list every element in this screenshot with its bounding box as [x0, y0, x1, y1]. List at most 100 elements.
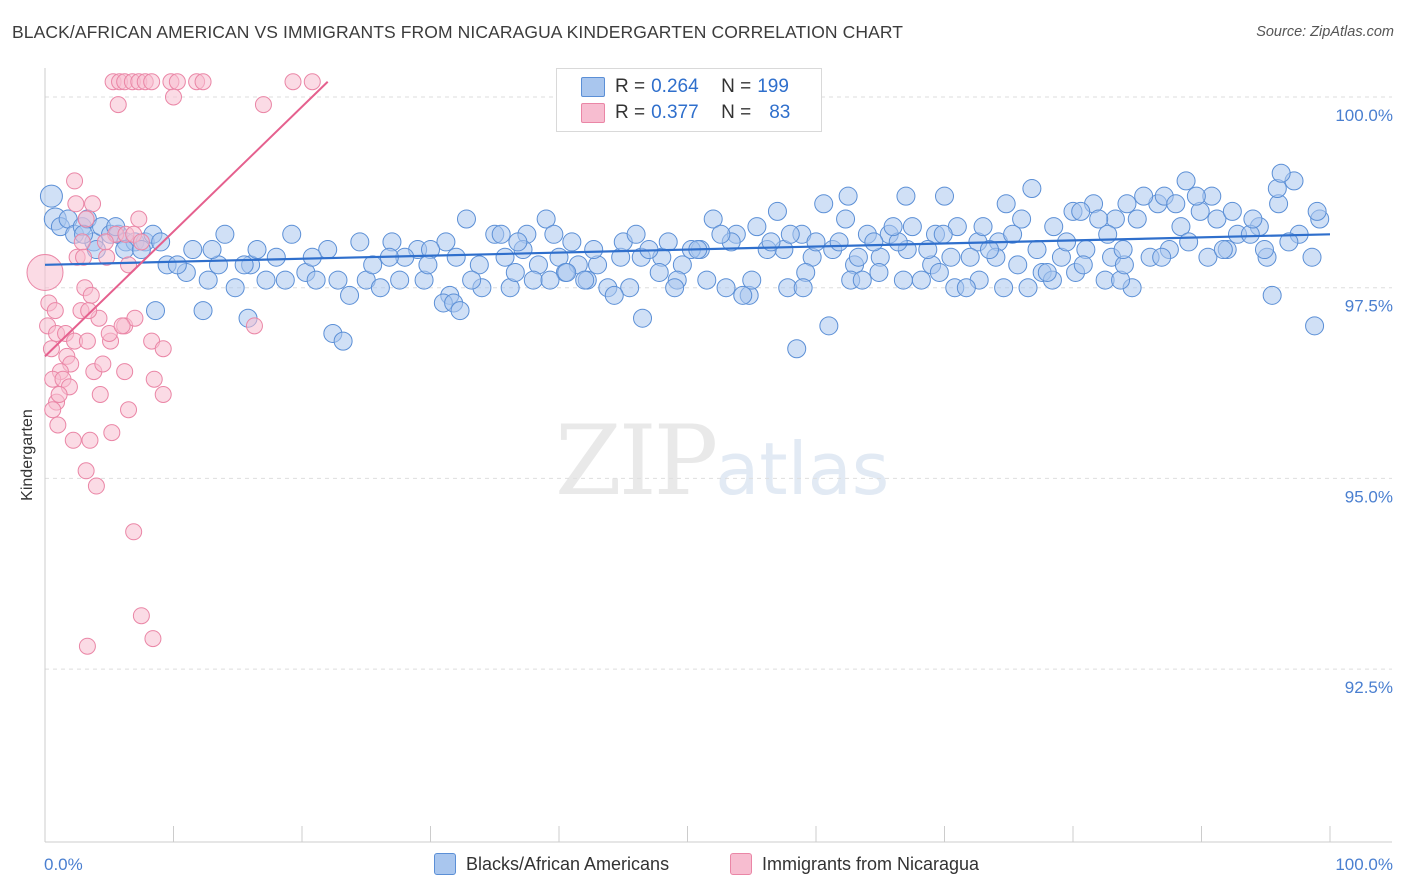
data-point-blacks [508, 232, 528, 252]
data-point-blacks [869, 262, 889, 282]
data-point-blacks [1134, 186, 1154, 206]
data-point-blacks [540, 270, 560, 290]
data-point-blacks [665, 278, 685, 298]
legend-r-label: R = [615, 76, 646, 97]
data-point-nicaragua [50, 385, 68, 403]
data-point-blacks [996, 194, 1016, 214]
data-point-nicaragua [49, 416, 67, 434]
data-point-blacks [697, 270, 717, 290]
data-point-nicaragua [73, 233, 91, 251]
data-point-blacks [146, 301, 166, 321]
data-point-blacks [1307, 201, 1327, 221]
legend-row-blacks: R = 0.264 N = 199 [581, 75, 789, 99]
legend-r-value: 0.377 [651, 102, 699, 123]
data-point-blacks [893, 270, 913, 290]
data-point-blacks [1166, 194, 1186, 214]
data-point-blacks [829, 232, 849, 252]
data-point-blacks [328, 270, 348, 290]
data-point-blacks [935, 186, 954, 206]
data-point-blacks [302, 247, 322, 267]
data-point-blacks [620, 278, 640, 298]
y-tick-label: 95.0% [1345, 487, 1393, 506]
data-point-blacks [183, 240, 203, 260]
data-point-blacks [1198, 247, 1218, 267]
data-point-blacks [202, 240, 222, 260]
data-point-blacks [584, 240, 604, 260]
data-point-nicaragua [132, 233, 150, 251]
data-point-blacks [215, 224, 235, 244]
data-point-nicaragua [194, 73, 212, 91]
data-point-blacks [1073, 255, 1093, 275]
x-tick-label: 0.0% [44, 855, 83, 874]
bottom-legend-label: Blacks/African Americans [466, 853, 670, 874]
x-tick-label: 100.0% [1335, 855, 1393, 874]
data-point-blacks [1044, 217, 1064, 237]
data-point-blacks [370, 278, 390, 298]
data-point-blacks [852, 270, 872, 290]
data-point-nicaragua [98, 248, 116, 266]
data-point-blacks [151, 232, 171, 252]
axis-labels: 100.0% 97.5% 95.0% 92.5% 0.0% 100.0% [44, 106, 1393, 874]
y-axis-label: Kindergarten [19, 409, 36, 501]
data-point-nicaragua [125, 523, 143, 541]
data-point-nicaragua [145, 370, 163, 388]
data-point-blacks [649, 262, 669, 282]
data-point-blacks [390, 270, 410, 290]
data-point-blacks [1279, 232, 1299, 252]
legend-n-value: 83 [769, 102, 791, 123]
trend-lines [44, 81, 1331, 358]
data-point-blacks [1222, 201, 1242, 221]
data-point-nicaragua [77, 462, 95, 480]
legend-r-value: 0.264 [651, 76, 699, 97]
legend-n-label: N = [721, 102, 752, 123]
data-point-blacks [39, 184, 63, 208]
data-point-blacks [306, 270, 326, 290]
data-point-nicaragua [116, 363, 134, 381]
bottom-legend-swatch-blue [434, 853, 456, 875]
y-tick-label: 92.5% [1345, 678, 1393, 697]
data-point-nicaragua [245, 317, 263, 335]
data-point-nicaragua [284, 73, 302, 91]
data-point-nicaragua [143, 73, 161, 91]
data-point-blacks [418, 255, 438, 275]
data-point-blacks [793, 278, 813, 298]
data-point-blacks [575, 270, 595, 290]
data-point-blacks [505, 262, 525, 282]
data-point-blacks [716, 278, 736, 298]
data-point-blacks [1271, 163, 1291, 183]
data-point-blacks [604, 285, 624, 305]
legend-swatch-pink [581, 103, 605, 123]
data-point-blacks [658, 232, 678, 252]
data-point-nicaragua [144, 630, 162, 648]
data-point-blacks [780, 224, 800, 244]
data-point-blacks [994, 278, 1014, 298]
data-point-blacks [1186, 186, 1206, 206]
data-point-nicaragua [78, 637, 96, 655]
data-point-blacks [491, 224, 511, 244]
data-point-blacks [767, 201, 787, 221]
data-point-blacks [1171, 217, 1191, 237]
data-point-blacks [1127, 209, 1147, 229]
data-point-nicaragua [77, 210, 95, 228]
bottom-legend-label: Immigrants from Nicaragua [762, 853, 980, 874]
watermark: ZIPatlas [555, 405, 889, 517]
watermark-zip: ZIP [555, 405, 718, 517]
data-point-blacks [1018, 278, 1038, 298]
data-point-blacks [633, 308, 653, 328]
data-point-nicaragua [44, 401, 62, 419]
data-point-blacks [1117, 194, 1137, 214]
data-point-nicaragua [120, 256, 138, 274]
data-point-blacks [1089, 209, 1109, 229]
data-point-blacks [1179, 232, 1199, 252]
data-point-nicaragua [91, 385, 109, 403]
data-point-blacks [819, 316, 839, 336]
data-point-blacks [446, 247, 466, 267]
data-point-blacks [883, 217, 903, 237]
data-point-blacks [896, 186, 916, 206]
legend-r-label: R = [615, 102, 646, 123]
data-point-blacks [115, 240, 135, 260]
data-point-blacks [733, 285, 753, 305]
data-point-blacks [711, 224, 731, 244]
y-tick-label: 100.0% [1335, 106, 1393, 125]
data-point-blacks [1113, 240, 1133, 260]
